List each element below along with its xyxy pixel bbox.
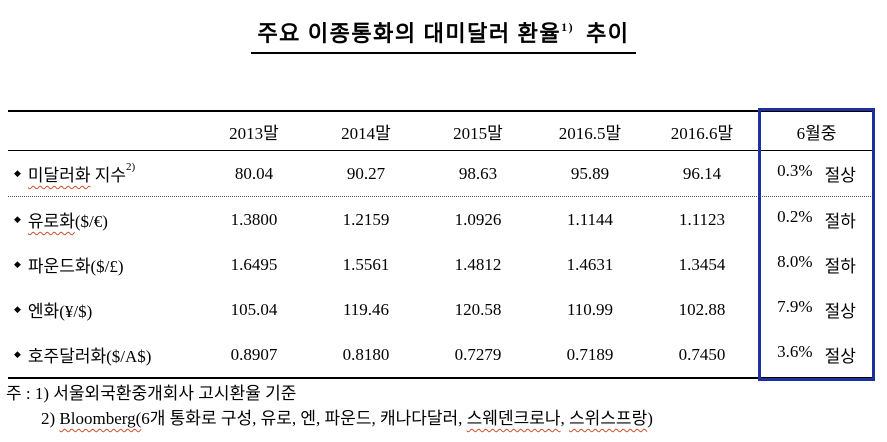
table-row-aud: ◆ 호주달러화($/A$) 0.8907 0.8180 0.7279 0.718… [8, 332, 875, 377]
change-percent: 8.0% [777, 252, 813, 271]
bullet-icon: ◆ [14, 349, 21, 359]
row-label: ◆ 유로화($/€) [8, 207, 198, 232]
column-header-2013: 2013말 [229, 123, 279, 143]
value-cell: 1.1144 [566, 209, 614, 229]
value-cell: 0.8180 [342, 344, 390, 364]
value-cell: 95.89 [570, 163, 610, 183]
change-direction: 절하 [824, 212, 856, 231]
bullet-icon: ◆ [14, 168, 21, 178]
value-cell: 110.99 [566, 299, 614, 319]
title-tail: 추이 [586, 21, 630, 46]
row-footnote-marker: 2) [126, 161, 136, 174]
value-cell: 0.7279 [454, 344, 502, 364]
change-cell: 3.6% 절상 [758, 342, 875, 367]
change-direction: 절상 [824, 302, 856, 321]
value-cell: 90.27 [346, 163, 386, 183]
row-label: ◆ 파운드화($/£) [8, 252, 198, 277]
value-cell: 1.1123 [678, 209, 726, 229]
row-label: ◆ 엔화(¥/$) [8, 297, 198, 322]
change-direction: 절상 [824, 166, 856, 185]
fx-rate-table: 2013말 2014말 2015말 2016.5말 2016.6말 6월중 ◆ … [8, 108, 875, 381]
page-title: 주요 이종통화의 대미달러 환율1) 추이 [0, 16, 887, 54]
row-label-text: 미달러화 지수2) [27, 161, 136, 185]
value-cell: 1.2159 [342, 209, 390, 229]
change-cell: 0.3% 절상 [758, 161, 875, 186]
table-row-pound: ◆ 파운드화($/£) 1.6495 1.5561 1.4812 1.4631 … [8, 242, 875, 287]
footnote-1: 주 : 1) 서울외국환중개회사 고시환율 기준 [6, 384, 297, 403]
value-cell: 1.5561 [342, 254, 390, 274]
row-label-text: 유로화($/€) [27, 212, 108, 231]
value-cell: 119.46 [342, 299, 390, 319]
footnote-2: 2) Bloomberg(6개 통화로 구성, 유로, 엔, 파운드, 캐나다달… [41, 409, 653, 428]
row-label: ◆ 미달러화 지수2) [8, 161, 198, 186]
column-header-2015: 2015말 [453, 123, 503, 143]
value-cell: 0.7450 [678, 344, 726, 364]
row-label-text: 파운드화($/£) [27, 257, 124, 276]
value-cell: 1.4812 [454, 254, 502, 274]
value-cell: 1.0926 [454, 209, 502, 229]
bullet-icon: ◆ [14, 259, 21, 269]
value-cell: 1.3800 [230, 209, 278, 229]
change-percent: 0.2% [777, 207, 813, 226]
change-cell: 8.0% 절하 [758, 252, 875, 277]
value-cell: 1.6495 [230, 254, 278, 274]
table-row-euro: ◆ 유로화($/€) 1.3800 1.2159 1.0926 1.1144 1… [8, 197, 875, 242]
table-row-usd-index: ◆ 미달러화 지수2) 80.04 90.27 98.63 95.89 96.1… [8, 151, 875, 197]
page-title-text: 주요 이종통화의 대미달러 환율1) 추이 [251, 16, 636, 54]
change-percent: 3.6% [777, 342, 813, 361]
value-cell: 80.04 [234, 163, 274, 183]
row-label-text: 엔화(¥/$) [27, 302, 93, 321]
value-cell: 102.88 [678, 299, 726, 319]
column-header-2014: 2014말 [341, 123, 391, 143]
value-cell: 98.63 [458, 163, 498, 183]
value-cell: 96.14 [682, 163, 722, 183]
value-cell: 1.4631 [566, 254, 614, 274]
column-header-2016-6: 2016.6말 [670, 123, 734, 143]
bullet-icon: ◆ [14, 214, 21, 224]
table-row-yen: ◆ 엔화(¥/$) 105.04 119.46 120.58 110.99 10… [8, 287, 875, 332]
title-main: 주요 이종통화의 대미달러 환율 [257, 21, 562, 46]
change-cell: 7.9% 절상 [758, 297, 875, 322]
change-direction: 절하 [824, 257, 856, 276]
row-label-text: 호주달러화($/A$) [27, 347, 152, 366]
footnotes: 주 : 1) 서울외국환중개회사 고시환율 기준 2) Bloomberg(6개… [6, 381, 653, 431]
column-header-2016-5: 2016.5말 [558, 123, 622, 143]
column-header-june: 6월중 [796, 123, 837, 143]
change-cell: 0.2% 절하 [758, 207, 875, 232]
change-direction: 절상 [824, 347, 856, 366]
row-label: ◆ 호주달러화($/A$) [8, 342, 198, 367]
value-cell: 0.7189 [566, 344, 614, 364]
change-percent: 7.9% [777, 297, 813, 316]
table-header-row: 2013말 2014말 2015말 2016.5말 2016.6말 6월중 [8, 112, 875, 151]
change-percent: 0.3% [777, 161, 813, 180]
value-cell: 1.3454 [678, 254, 726, 274]
title-footnote-marker: 1) [561, 19, 575, 34]
bullet-icon: ◆ [14, 304, 21, 314]
value-cell: 0.8907 [230, 344, 278, 364]
value-cell: 105.04 [230, 299, 278, 319]
value-cell: 120.58 [454, 299, 502, 319]
